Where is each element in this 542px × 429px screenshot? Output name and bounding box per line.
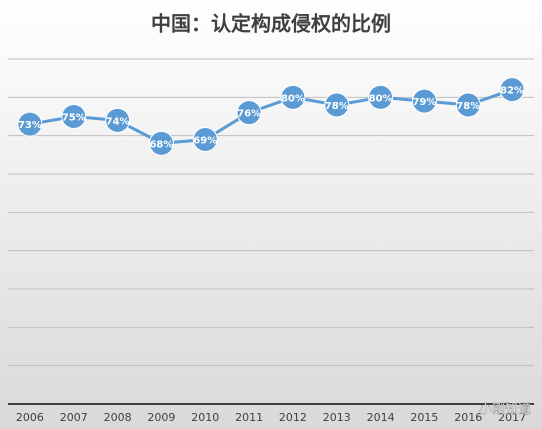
marker — [411, 88, 437, 114]
x-tick-label: 2011 — [235, 411, 263, 424]
x-tick-label: 2006 — [16, 411, 44, 424]
marker — [17, 111, 43, 137]
data-label: 78% — [325, 101, 349, 112]
x-tick-label: 2013 — [323, 411, 351, 424]
marker — [455, 92, 481, 118]
data-label: 80% — [369, 93, 393, 104]
marker — [236, 100, 262, 126]
data-label: 69% — [193, 136, 217, 147]
data-label: 73% — [18, 120, 42, 131]
x-tick-label: 2009 — [147, 411, 175, 424]
data-label: 82% — [500, 86, 524, 97]
x-tick-label: 2016 — [454, 411, 482, 424]
marker — [192, 127, 218, 152]
data-label: 76% — [237, 109, 261, 120]
marker — [499, 77, 525, 103]
marker — [324, 92, 350, 118]
chart-title: 中国：认定构成侵权的比例 — [151, 12, 391, 36]
x-tick-label: 2007 — [60, 411, 88, 424]
marker — [61, 104, 87, 129]
marker — [105, 107, 131, 133]
data-label: 68% — [149, 139, 173, 150]
x-tick-label: 2014 — [367, 411, 395, 424]
data-label: 74% — [106, 116, 130, 127]
marker — [368, 84, 394, 110]
watermark: 小刚知道 — [479, 402, 531, 418]
data-label: 75% — [62, 113, 86, 124]
x-tick-label: 2017 — [498, 411, 526, 424]
data-label: 80% — [281, 93, 305, 104]
data-label: 79% — [412, 97, 436, 108]
x-tick-label: 2015 — [410, 411, 438, 424]
x-tick-label: 2008 — [104, 411, 132, 424]
x-tick-label: 2012 — [279, 411, 307, 424]
data-label: 78% — [456, 101, 480, 112]
marker — [148, 130, 174, 156]
x-tick-label: 2010 — [191, 411, 219, 424]
marker — [280, 84, 306, 110]
